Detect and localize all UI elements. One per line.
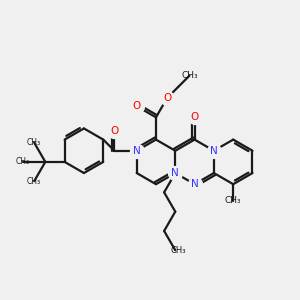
Text: N: N bbox=[171, 168, 179, 178]
Text: CH₃: CH₃ bbox=[225, 196, 242, 206]
Text: O: O bbox=[190, 112, 199, 122]
Text: CH₃: CH₃ bbox=[170, 246, 186, 255]
Text: O: O bbox=[110, 126, 118, 136]
Text: CH₃: CH₃ bbox=[27, 138, 41, 147]
Text: O: O bbox=[133, 101, 141, 111]
Text: N: N bbox=[210, 146, 218, 156]
Text: CH₃: CH₃ bbox=[181, 71, 198, 80]
Text: N: N bbox=[133, 146, 140, 156]
Text: CH₃: CH₃ bbox=[27, 177, 41, 186]
Text: CH₃: CH₃ bbox=[16, 158, 30, 166]
Text: O: O bbox=[163, 93, 171, 103]
Text: N: N bbox=[191, 179, 199, 189]
